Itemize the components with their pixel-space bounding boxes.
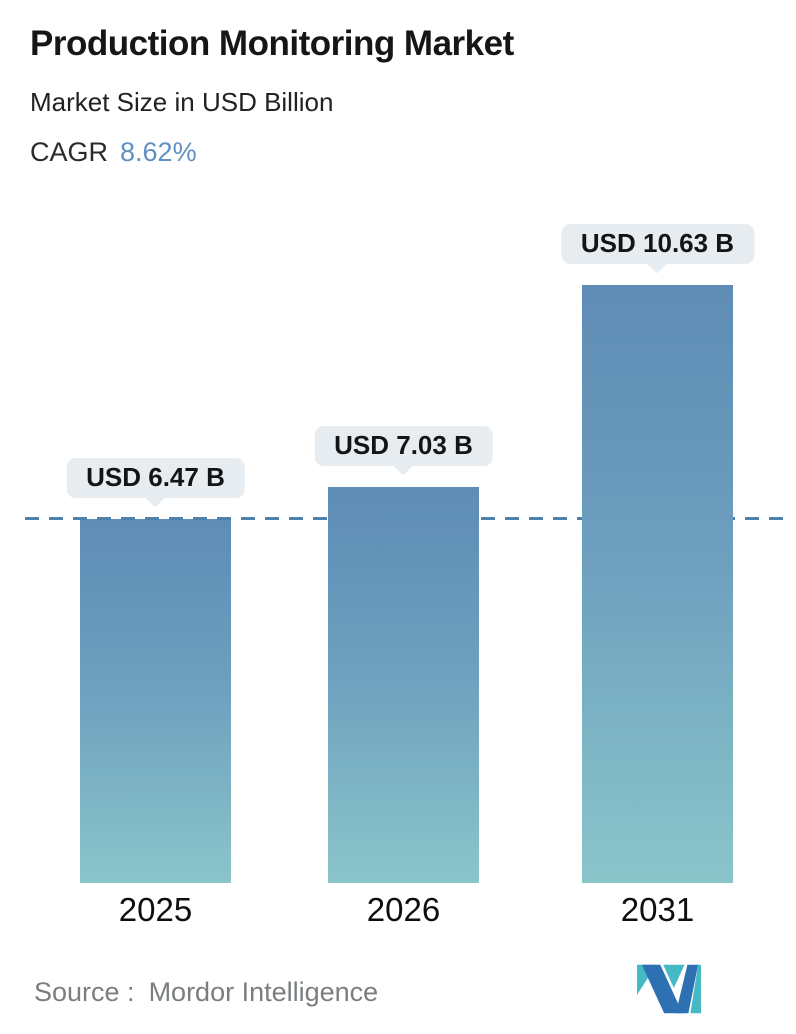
x-axis-label-2031: 2031: [620, 891, 695, 928]
value-callout-2025: USD 6.47 B: [66, 457, 245, 508]
value-callout-2026: USD 7.03 B: [314, 426, 493, 476]
chart-subtitle: Market Size in USD Billion: [30, 87, 334, 117]
cagr-label: CAGR: [30, 137, 109, 167]
cagr-value: 8.62%: [120, 137, 197, 167]
value-label: USD 10.63 B: [580, 227, 735, 258]
bar-2026: [328, 487, 479, 883]
x-axis-label-2026: 2026: [366, 891, 441, 928]
value-label: USD 7.03 B: [334, 430, 473, 461]
source-attribution: Source : Mordor Intelligence: [34, 977, 378, 1008]
value-callout-2031: USD 10.63 B: [560, 223, 755, 274]
value-label: USD 6.47 B: [86, 461, 225, 492]
bar-2025: [80, 518, 231, 883]
mordor-intelligence-logo: [637, 964, 701, 1014]
x-axis-label-2025: 2025: [118, 891, 193, 928]
bar-2031: [582, 284, 733, 883]
source-value: Mordor Intelligence: [148, 977, 379, 1007]
cagr-row: CAGR 8.62%: [30, 137, 197, 168]
page-title: Production Monitoring Market: [30, 24, 514, 63]
source-label: Source :: [34, 977, 135, 1007]
